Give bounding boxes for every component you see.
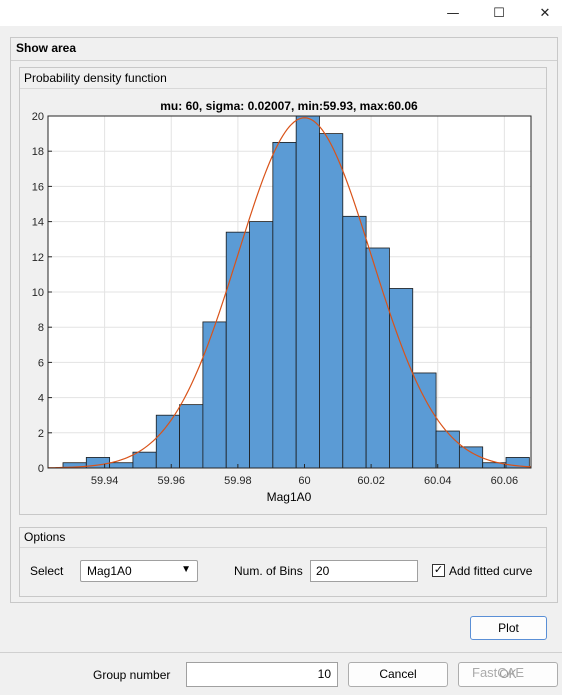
group-number-input[interactable]: 10 bbox=[186, 662, 338, 687]
watermark-logo: FastCAE bbox=[472, 665, 525, 680]
histogram-chart: 59.94 59.96 59.98 60 60.02 60.04 60.06 0 2 4 6 8 10 1… bbox=[32, 99, 532, 504]
x-tick-label: 59.94 bbox=[91, 475, 119, 487]
y-tick-label: 2 bbox=[38, 428, 44, 440]
histogram-bar bbox=[319, 133, 344, 469]
x-tick-label: 60.02 bbox=[357, 475, 385, 487]
select-value: Mag1A0 bbox=[87, 564, 132, 578]
title-bar: — ☐ ✕ bbox=[0, 0, 562, 26]
fitted-curve bbox=[47, 117, 532, 469]
histogram-bar bbox=[249, 221, 274, 469]
divider bbox=[20, 88, 546, 89]
y-tick-label: 8 bbox=[38, 322, 44, 334]
divider bbox=[11, 60, 557, 61]
histogram-bar bbox=[295, 115, 320, 469]
y-tick-label: 4 bbox=[38, 393, 44, 405]
y-tick-label: 14 bbox=[32, 217, 44, 229]
y-tick-label: 12 bbox=[32, 252, 44, 264]
y-tick-label: 0 bbox=[38, 463, 44, 475]
divider bbox=[20, 547, 546, 548]
histogram-bar bbox=[179, 404, 204, 469]
chart-title: mu: 60, sigma: 0.02007, min:59.93, max:6… bbox=[160, 99, 418, 113]
histogram-bar bbox=[458, 446, 484, 469]
fitted-curve-checkbox[interactable]: ✓ bbox=[432, 564, 445, 577]
x-tick-label: 60.06 bbox=[491, 475, 519, 487]
x-tick-label: 60 bbox=[298, 475, 310, 487]
histogram-bar bbox=[272, 141, 297, 469]
histogram-bar bbox=[132, 451, 157, 469]
histogram-bar bbox=[435, 430, 460, 469]
histogram-bar bbox=[412, 372, 437, 469]
ok-button[interactable]: OK bbox=[458, 662, 558, 687]
maximize-icon[interactable]: ☐ bbox=[493, 5, 505, 21]
plot-button[interactable]: Plot bbox=[470, 616, 547, 640]
bins-input[interactable]: 20 bbox=[310, 560, 418, 582]
y-tick-label: 18 bbox=[32, 146, 44, 158]
options-panel: Options bbox=[19, 527, 547, 597]
close-icon[interactable]: ✕ bbox=[539, 5, 551, 21]
select-label: Select bbox=[30, 564, 64, 578]
histogram-bar bbox=[109, 462, 134, 469]
histogram-bar bbox=[155, 414, 180, 469]
group-number-label: Group number bbox=[93, 668, 171, 682]
cancel-button[interactable]: Cancel bbox=[348, 662, 448, 687]
bins-label: Num. of Bins bbox=[234, 564, 303, 578]
x-tick-label: 60.04 bbox=[424, 475, 452, 487]
histogram-bar bbox=[225, 231, 250, 469]
show-area-title: Show area bbox=[16, 41, 77, 55]
x-tick-label: 59.98 bbox=[224, 475, 252, 487]
y-tick-label: 10 bbox=[32, 287, 44, 299]
x-tick-label: 59.96 bbox=[157, 475, 185, 487]
options-title: Options bbox=[24, 530, 66, 544]
pdf-panel-title: Probability density function bbox=[24, 71, 167, 85]
variable-select[interactable]: Mag1A0 ▼ bbox=[80, 560, 198, 582]
y-tick-label: 16 bbox=[32, 181, 44, 193]
x-axis-label: Mag1A0 bbox=[267, 490, 312, 504]
histogram-bar bbox=[389, 288, 414, 469]
histogram-bar bbox=[365, 247, 390, 469]
histogram-bar bbox=[202, 321, 227, 469]
minimize-icon[interactable]: — bbox=[446, 5, 460, 21]
dropdown-arrow-icon: ▼ bbox=[181, 564, 191, 575]
y-tick-label: 20 bbox=[32, 111, 44, 123]
histogram-bar bbox=[342, 215, 367, 469]
fitted-curve-label: Add fitted curve bbox=[449, 564, 533, 578]
y-tick-label: 6 bbox=[38, 357, 44, 369]
check-icon: ✓ bbox=[433, 564, 444, 576]
divider bbox=[0, 652, 562, 653]
